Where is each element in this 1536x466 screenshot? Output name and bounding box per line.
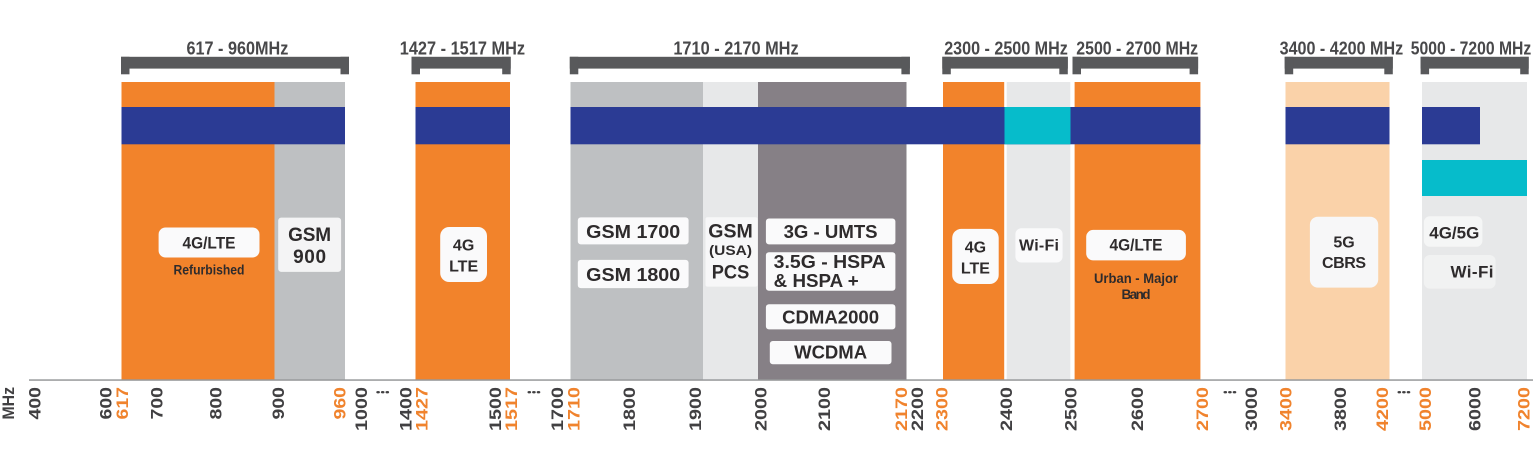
svg-text:GSM 1700: GSM 1700 — [586, 222, 680, 242]
svg-text:1400: 1400 — [397, 387, 416, 431]
svg-text:7200: 7200 — [1514, 387, 1533, 431]
svg-text:LTE: LTE — [961, 261, 990, 278]
svg-text:1710: 1710 — [564, 387, 583, 431]
svg-text:2300 - 2500 MHz: 2300 - 2500 MHz — [944, 39, 1068, 59]
svg-text:Wi-Fi: Wi-Fi — [1019, 238, 1059, 255]
svg-text:GSM: GSM — [708, 222, 753, 243]
svg-text:Refurbished: Refurbished — [174, 263, 245, 278]
svg-text:6000: 6000 — [1466, 387, 1485, 431]
svg-text:3400: 3400 — [1277, 387, 1296, 431]
svg-text:2200: 2200 — [908, 387, 927, 431]
svg-text:Urban - Major: Urban - Major — [1094, 271, 1179, 286]
svg-text:2700: 2700 — [1193, 387, 1212, 431]
svg-text:3800: 3800 — [1331, 387, 1350, 431]
svg-text:1427 - 1517 MHz: 1427 - 1517 MHz — [400, 39, 525, 59]
svg-text:400: 400 — [26, 387, 45, 420]
svg-text:4200: 4200 — [1373, 387, 1392, 431]
svg-text:4G: 4G — [453, 238, 474, 255]
svg-text:3.5G - HSPA: 3.5G - HSPA — [774, 252, 886, 272]
svg-text:LTE: LTE — [449, 259, 478, 276]
svg-text:4G/LTE: 4G/LTE — [183, 234, 236, 253]
svg-text:GSM 1800: GSM 1800 — [586, 265, 680, 285]
svg-text:2500 - 2700 MHz: 2500 - 2700 MHz — [1076, 39, 1198, 59]
svg-text:4G: 4G — [965, 240, 986, 257]
svg-text:5G: 5G — [1333, 235, 1354, 252]
svg-text:2100: 2100 — [815, 387, 834, 431]
svg-text:5000 - 7200 MHz: 5000 - 7200 MHz — [1411, 39, 1531, 59]
svg-text:(USA): (USA) — [709, 242, 752, 258]
svg-text:617 - 960MHz: 617 - 960MHz — [187, 39, 289, 59]
svg-text:2500: 2500 — [1062, 387, 1081, 431]
svg-text:WCDMA: WCDMA — [794, 343, 867, 363]
svg-text:2170: 2170 — [892, 387, 911, 431]
svg-text:5000: 5000 — [1416, 387, 1435, 431]
svg-text:700: 700 — [148, 387, 167, 420]
svg-text:1500: 1500 — [486, 387, 505, 431]
svg-text:600: 600 — [96, 387, 115, 420]
svg-text:1700: 1700 — [548, 387, 567, 431]
svg-text:CBRS: CBRS — [1322, 255, 1366, 272]
svg-text:2400: 2400 — [997, 387, 1016, 431]
svg-text:1710 - 2170 MHz: 1710 - 2170 MHz — [673, 39, 798, 59]
svg-text:GSM: GSM — [288, 225, 331, 246]
svg-text:& HSPA +: & HSPA + — [774, 271, 859, 291]
svg-text:CDMA2000: CDMA2000 — [782, 308, 879, 328]
svg-text:1517: 1517 — [502, 387, 521, 431]
svg-text:1800: 1800 — [620, 387, 639, 431]
svg-text:MHz: MHz — [0, 387, 18, 420]
svg-text:PCS: PCS — [712, 263, 750, 284]
svg-text:2300: 2300 — [933, 387, 952, 431]
svg-text:Band: Band — [1122, 287, 1151, 302]
svg-text:1000: 1000 — [352, 387, 371, 431]
svg-text:2600: 2600 — [1128, 387, 1147, 431]
svg-text:3400 - 4200 MHz: 3400 - 4200 MHz — [1280, 39, 1404, 59]
svg-text:900: 900 — [269, 387, 288, 420]
svg-text:4G/5G: 4G/5G — [1429, 224, 1479, 243]
svg-text:4G/LTE: 4G/LTE — [1110, 236, 1163, 255]
svg-text:900: 900 — [293, 247, 326, 268]
svg-text:3G - UMTS: 3G - UMTS — [784, 222, 878, 242]
svg-text:800: 800 — [207, 387, 226, 420]
svg-text:1427: 1427 — [412, 387, 431, 431]
svg-text:960: 960 — [331, 387, 350, 420]
svg-text:3000: 3000 — [1242, 387, 1261, 431]
svg-text:1900: 1900 — [686, 387, 705, 431]
svg-text:617: 617 — [113, 387, 132, 420]
svg-text:Wi-Fi: Wi-Fi — [1451, 263, 1494, 282]
svg-text:2000: 2000 — [751, 387, 770, 431]
